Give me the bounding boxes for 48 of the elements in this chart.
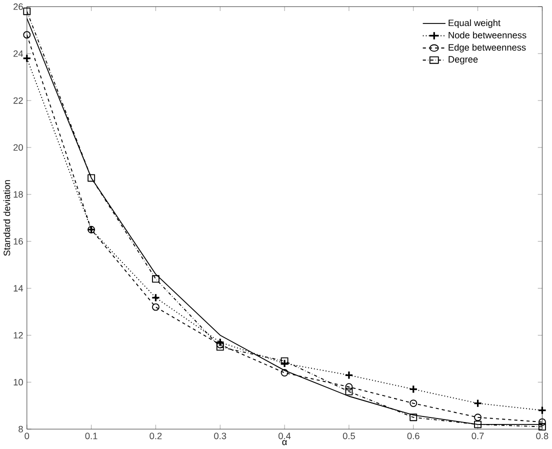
- x-axis-title: α: [282, 440, 287, 446]
- x-tick-label: 0.1: [85, 432, 98, 440]
- point: [280, 358, 288, 366]
- y-tick-label: 26: [14, 4, 23, 10]
- point: [474, 414, 482, 422]
- point: [344, 370, 354, 380]
- legend-label: Degree: [448, 56, 478, 65]
- y-tick-label: 8: [18, 426, 23, 433]
- point: [538, 423, 546, 431]
- point: [280, 369, 288, 377]
- legend-label: Edge betweenness: [448, 44, 526, 53]
- legend-label: Equal weight: [448, 20, 500, 28]
- y-tick-label: 10: [14, 379, 23, 386]
- point: [23, 8, 31, 16]
- point: [410, 400, 418, 408]
- point: [345, 383, 353, 391]
- point: [410, 414, 418, 422]
- point: [152, 275, 160, 283]
- point: [152, 304, 160, 312]
- y-tick-label: 24: [14, 50, 24, 58]
- y-tick-label: 12: [14, 332, 23, 339]
- y-axis-title: Standard deviation: [3, 180, 10, 256]
- point: [151, 294, 160, 302]
- point: [216, 338, 225, 347]
- point: [23, 31, 31, 39]
- y-tick-label: 20: [14, 144, 23, 151]
- x-tick-label: 0: [24, 432, 30, 440]
- point: [88, 174, 96, 182]
- x-tick-label: 0.4: [278, 432, 291, 440]
- x-tick-label: 0.3: [214, 432, 226, 440]
- point: [538, 418, 546, 426]
- point: [474, 420, 482, 428]
- y-tick-label: 18: [14, 191, 23, 198]
- legend-label: Node betweenness: [448, 32, 526, 39]
- x-tick-label: 0.7: [472, 432, 484, 440]
- point: [345, 388, 353, 396]
- x-tick-label: 0.2: [150, 432, 162, 440]
- x-tick-label: 0.8: [536, 432, 548, 440]
- y-tick-label: 16: [14, 238, 23, 245]
- point: [216, 343, 224, 351]
- x-tick-label: 0.5: [342, 432, 355, 440]
- point: [473, 399, 482, 408]
- point: [22, 54, 32, 63]
- y-tick-label: 14: [14, 285, 24, 292]
- y-tick-label: 22: [14, 98, 23, 104]
- point: [538, 406, 547, 415]
- point: [408, 385, 418, 394]
- x-tick-label: 0.6: [407, 432, 420, 440]
